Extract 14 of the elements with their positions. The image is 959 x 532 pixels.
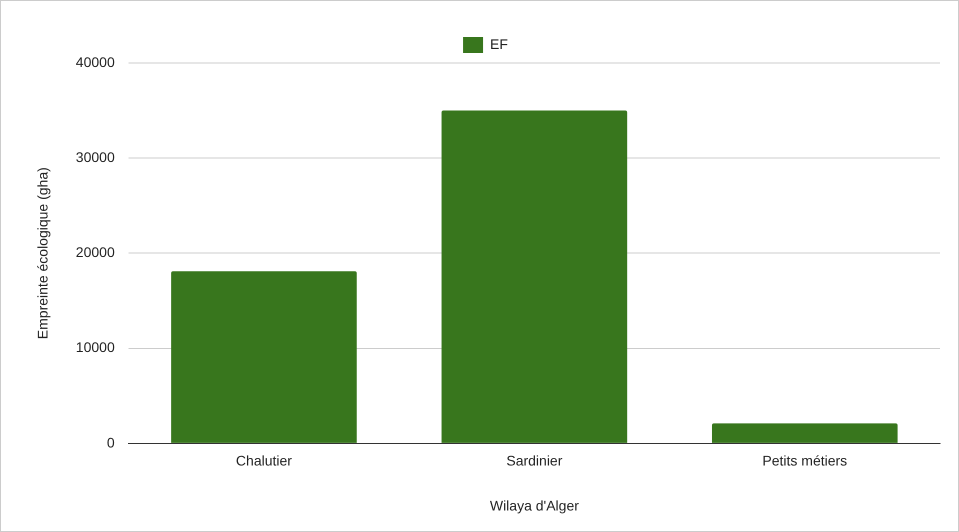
y-tick-label: 0 [106, 434, 115, 450]
bar [442, 110, 628, 443]
x-tick-label: Chalutier [236, 452, 292, 469]
x-tick-label: Petits métiers [762, 452, 848, 469]
y-axis-title: Empreinte écologique (gha) [34, 167, 50, 340]
y-tick-label: 40000 [76, 54, 115, 70]
legend-label: EF [490, 36, 508, 52]
y-tick-label: 10000 [76, 339, 115, 356]
bar [171, 271, 357, 443]
bar [712, 423, 898, 443]
x-tick-label: Sardinier [506, 452, 563, 469]
x-axis-title: Wilaya d'Alger [490, 497, 580, 514]
y-tick-label: 20000 [76, 244, 115, 260]
y-tick-label: 30000 [76, 148, 115, 165]
